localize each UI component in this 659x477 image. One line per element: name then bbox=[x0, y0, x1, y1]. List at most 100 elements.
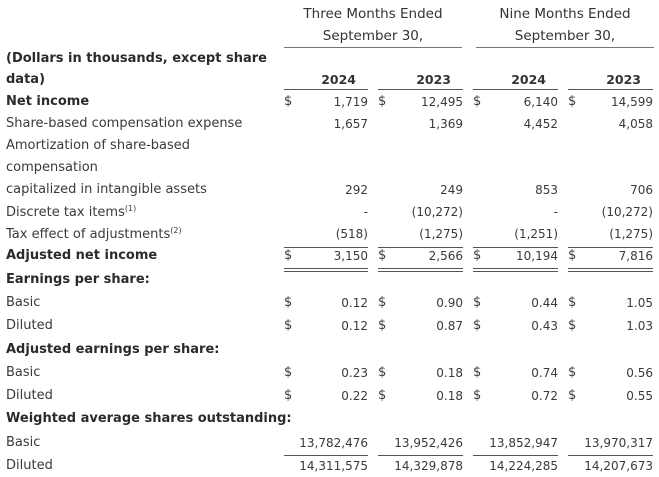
value-cell: 3,150 bbox=[333, 249, 368, 263]
row-label: Share-based compensation expense bbox=[6, 116, 242, 131]
value-cell: (1,275) bbox=[609, 227, 653, 241]
dollar-sign: $ bbox=[284, 365, 293, 380]
dollar-sign: $ bbox=[473, 388, 482, 403]
header-three-months-line2: September 30, bbox=[322, 28, 424, 44]
value-cell: 14,599 bbox=[611, 95, 653, 109]
header-three-months-line1: Three Months Ended bbox=[303, 6, 443, 22]
value-cell: 13,782,476 bbox=[299, 436, 368, 450]
value-cell: 1,657 bbox=[333, 117, 368, 131]
value-cell: 13,952,426 bbox=[394, 436, 463, 450]
footnote-marker: (2) bbox=[170, 226, 182, 235]
dollar-sign: $ bbox=[568, 365, 577, 380]
value-cell: 853 bbox=[535, 183, 558, 197]
row-label: Adjusted net income bbox=[6, 248, 157, 263]
row-label: Basic bbox=[6, 365, 40, 380]
dollar-sign: $ bbox=[568, 318, 577, 333]
value-cell: 13,970,317 bbox=[584, 436, 653, 450]
value-cell: 1,719 bbox=[333, 95, 368, 109]
row-label: Discrete tax items(1) bbox=[6, 204, 136, 220]
row-label: Diluted bbox=[6, 318, 53, 333]
row-label: compensation bbox=[6, 160, 98, 175]
rule-double-below-adjusted-net-income bbox=[378, 271, 463, 272]
value-cell: 7,816 bbox=[618, 249, 653, 263]
rule-double-below-adjusted-net-income bbox=[568, 271, 653, 272]
dollar-sign: $ bbox=[473, 94, 482, 109]
row-label-text: Weighted average shares outstanding: bbox=[6, 411, 292, 426]
value-cell: (10,272) bbox=[411, 205, 463, 219]
year-header-1: 2024 bbox=[321, 72, 356, 87]
rule-above-adjusted-net-income bbox=[473, 247, 558, 248]
value-cell: 0.18 bbox=[436, 389, 463, 403]
dollar-sign: $ bbox=[568, 94, 577, 109]
value-cell: 0.22 bbox=[341, 389, 368, 403]
value-cell: 14,207,673 bbox=[584, 459, 653, 473]
header-nine-months-rule bbox=[476, 47, 654, 48]
value-cell: 0.90 bbox=[436, 296, 463, 310]
rule-below-adjusted-net-income bbox=[473, 268, 558, 269]
row-label: Earnings per share: bbox=[6, 272, 150, 287]
row-label-text: Diluted bbox=[6, 388, 53, 403]
value-cell: 2,566 bbox=[428, 249, 463, 263]
row-label-text: Tax effect of adjustments bbox=[6, 227, 171, 242]
value-cell: 1,369 bbox=[428, 117, 463, 131]
row-label-text: capitalized in intangible assets bbox=[6, 182, 207, 197]
dollar-sign: $ bbox=[568, 295, 577, 310]
rule-above-diluted-shares bbox=[378, 455, 463, 456]
value-cell: (518) bbox=[335, 227, 368, 241]
dollar-sign: $ bbox=[473, 365, 482, 380]
value-cell: 4,058 bbox=[618, 117, 653, 131]
value-cell: 1.05 bbox=[626, 296, 653, 310]
rule-below-adjusted-net-income bbox=[378, 268, 463, 269]
dollar-sign: $ bbox=[378, 365, 387, 380]
rule-below-adjusted-net-income bbox=[568, 268, 653, 269]
value-cell: 0.74 bbox=[531, 366, 558, 380]
value-cell: 706 bbox=[630, 183, 653, 197]
row-label: Amortization of share-based bbox=[6, 138, 190, 153]
row-label-text: Adjusted net income bbox=[6, 248, 158, 263]
row-label-text: Basic bbox=[6, 365, 41, 380]
value-cell: 292 bbox=[345, 183, 368, 197]
row-label: Diluted bbox=[6, 458, 53, 473]
value-cell: 1.03 bbox=[626, 319, 653, 333]
value-cell: 0.12 bbox=[341, 319, 368, 333]
year-header-rule-3 bbox=[473, 89, 558, 90]
value-cell: 0.18 bbox=[436, 366, 463, 380]
value-cell: 12,495 bbox=[421, 95, 463, 109]
value-cell: 0.87 bbox=[436, 319, 463, 333]
value-cell: (10,272) bbox=[601, 205, 653, 219]
dollar-sign: $ bbox=[473, 295, 482, 310]
row-label-text: Amortization of share-based bbox=[6, 138, 191, 153]
dollar-sign: $ bbox=[378, 295, 387, 310]
year-header-rule-4 bbox=[568, 89, 653, 90]
row-label: Weighted average shares outstanding: bbox=[6, 411, 292, 426]
rule-above-diluted-shares bbox=[473, 455, 558, 456]
year-header-rule-1 bbox=[284, 89, 368, 90]
value-cell: 249 bbox=[440, 183, 463, 197]
dollar-sign: $ bbox=[284, 388, 293, 403]
row-label: Tax effect of adjustments(2) bbox=[6, 226, 182, 242]
units-caption-line2: data) bbox=[6, 72, 46, 87]
value-cell: - bbox=[553, 205, 558, 219]
dollar-sign: $ bbox=[378, 94, 387, 109]
value-cell: 0.23 bbox=[341, 366, 368, 380]
value-cell: 0.43 bbox=[531, 319, 558, 333]
row-label-text: Share-based compensation expense bbox=[6, 116, 243, 131]
value-cell: (1,251) bbox=[514, 227, 558, 241]
dollar-sign: $ bbox=[473, 318, 482, 333]
dollar-sign: $ bbox=[284, 94, 293, 109]
dollar-sign: $ bbox=[284, 318, 293, 333]
dollar-sign: $ bbox=[378, 388, 387, 403]
row-label-text: Diluted bbox=[6, 318, 53, 333]
value-cell: 0.56 bbox=[626, 366, 653, 380]
footnote-marker: (1) bbox=[124, 204, 137, 213]
rule-above-diluted-shares bbox=[284, 455, 368, 456]
dollar-sign: $ bbox=[473, 248, 482, 263]
row-label-text: Earnings per share: bbox=[6, 272, 150, 287]
value-cell: 0.12 bbox=[341, 296, 368, 310]
row-label-text: Basic bbox=[6, 295, 41, 310]
row-label: Basic bbox=[6, 435, 40, 450]
value-cell: 6,140 bbox=[523, 95, 558, 109]
year-header-2: 2023 bbox=[416, 72, 451, 87]
value-cell: - bbox=[363, 205, 368, 219]
header-nine-months-line2: September 30, bbox=[514, 28, 616, 44]
